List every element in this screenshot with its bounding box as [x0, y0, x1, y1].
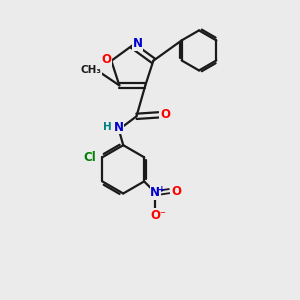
Text: Cl: Cl	[84, 151, 96, 164]
Text: N: N	[150, 186, 160, 199]
Text: O: O	[160, 108, 170, 122]
Text: H: H	[103, 122, 112, 132]
Text: O: O	[101, 53, 111, 66]
Text: ⁻: ⁻	[159, 210, 165, 220]
Text: +: +	[158, 185, 166, 194]
Text: O: O	[150, 209, 160, 222]
Text: N: N	[133, 38, 142, 50]
Text: N: N	[114, 121, 124, 134]
Text: O: O	[171, 184, 181, 198]
Text: CH₃: CH₃	[80, 64, 101, 74]
